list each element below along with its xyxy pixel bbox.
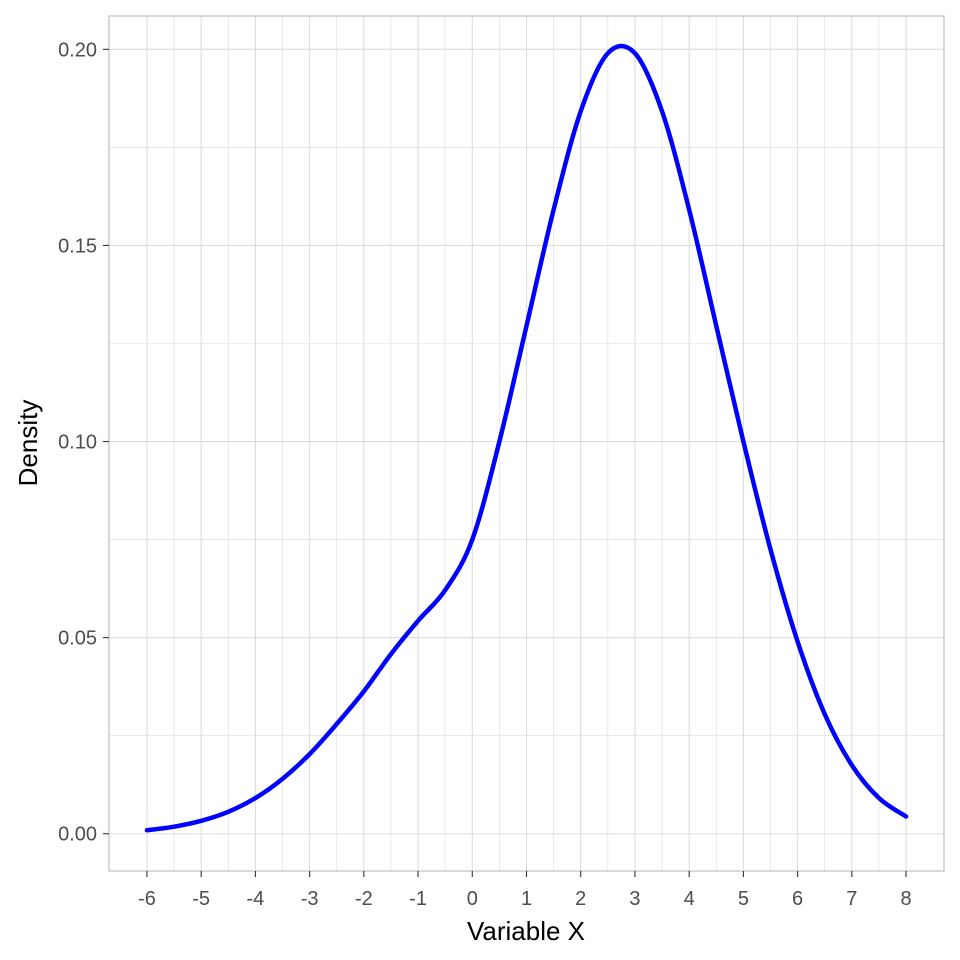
- y-tick-label: 0.05: [58, 628, 97, 650]
- x-tick-label: 3: [629, 888, 640, 910]
- y-tick-label: 0.15: [58, 235, 97, 257]
- y-axis-ticks: 0.00 0.05 0.10 0.15 0.20: [58, 39, 109, 846]
- x-tick-label: -2: [355, 888, 373, 910]
- y-tick-label: 0.00: [58, 824, 97, 846]
- x-tick-label: -4: [246, 888, 264, 910]
- x-axis-ticks: -6 -5 -4 -3 -2 -1 0 1 2 3 4 5 6 7 8: [138, 871, 912, 910]
- x-tick-label: 5: [738, 888, 749, 910]
- x-tick-label: -5: [192, 888, 210, 910]
- x-axis-title: Variable X: [467, 916, 585, 946]
- density-curve: [144, 43, 909, 833]
- x-tick-label: 4: [684, 888, 695, 910]
- x-tick-label: 2: [575, 888, 586, 910]
- x-tick-label: 7: [846, 888, 857, 910]
- x-tick-label: 0: [467, 888, 478, 910]
- x-tick-label: -1: [409, 888, 427, 910]
- y-axis-title: Density: [13, 400, 43, 487]
- x-tick-label: 6: [792, 888, 803, 910]
- x-tick-label: -3: [301, 888, 319, 910]
- y-tick-label: 0.20: [58, 39, 97, 61]
- major-gridlines: [109, 16, 944, 871]
- y-tick-label: 0.10: [58, 432, 97, 454]
- x-tick-label: 8: [900, 888, 911, 910]
- x-tick-label: -6: [138, 888, 156, 910]
- x-tick-label: 1: [521, 888, 532, 910]
